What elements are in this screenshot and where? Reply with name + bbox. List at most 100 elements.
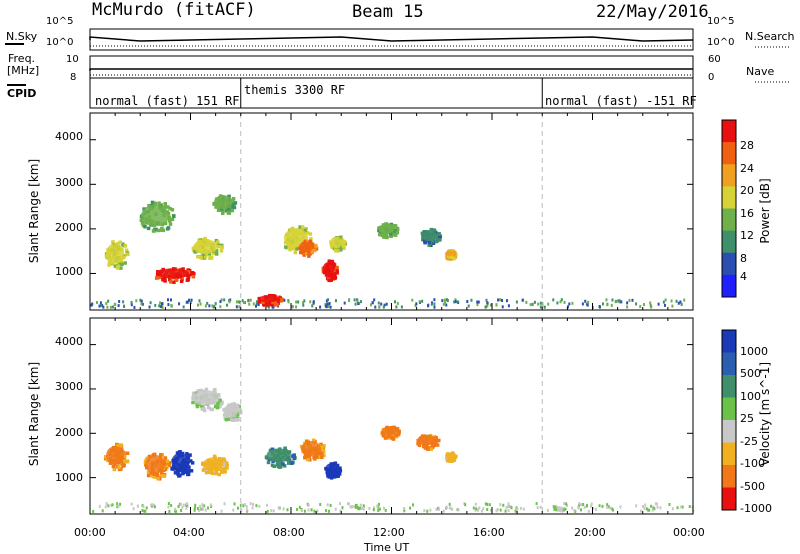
velocity-ground-scatter <box>251 506 254 510</box>
power-ground-scatter <box>228 300 231 304</box>
velocity-ground-scatter <box>107 504 110 508</box>
power-data-cell <box>304 252 309 256</box>
power-ytick-3000: 3000 <box>55 176 83 189</box>
velocity-ground-scatter <box>196 506 199 510</box>
velocity-ytick-2000: 2000 <box>55 426 83 439</box>
power-ground-scatter <box>484 305 487 309</box>
velocity-ground-scatter <box>507 509 510 513</box>
velocity-ground-scatter <box>200 507 203 511</box>
velocity-ground-scatter <box>587 509 590 513</box>
velocity-ground-scatter <box>130 502 133 506</box>
velocity-ground-scatter <box>403 507 406 511</box>
velocity-ground-scatter <box>490 508 493 512</box>
velocity-data-cell <box>119 467 123 471</box>
velocity-ground-scatter <box>185 506 188 510</box>
power-ground-scatter <box>547 302 550 306</box>
power-data-cell <box>342 245 346 249</box>
power-data-cell <box>123 244 128 248</box>
velocity-data-cell <box>162 468 166 473</box>
power-ground-scatter <box>382 305 385 309</box>
velocity-ground-scatter <box>595 507 598 511</box>
power-ground-scatter <box>255 304 258 308</box>
power-data-cell <box>283 245 288 249</box>
velocity-ground-scatter <box>255 504 258 508</box>
power-ground-scatter <box>639 305 642 309</box>
power-ground-scatter <box>383 303 386 307</box>
power-ground-scatter <box>211 304 214 308</box>
velocity-ground-scatter <box>210 504 213 508</box>
velocity-ground-scatter <box>296 508 299 512</box>
velocity-data-cell <box>201 461 205 465</box>
freq-tick-bottom: 8 <box>70 72 77 83</box>
power-data-cell <box>438 235 442 240</box>
velocity-ground-scatter <box>313 509 316 513</box>
velocity-ground-scatter <box>377 502 380 506</box>
velocity-ground-scatter <box>409 506 412 510</box>
power-ground-scatter <box>235 305 238 309</box>
power-data-cell <box>201 256 205 260</box>
velocity-ground-scatter <box>482 507 485 511</box>
velocity-data-cell <box>119 462 123 466</box>
xtick-0000: 00:00 <box>74 526 106 539</box>
velocity-ground-scatter <box>536 506 539 510</box>
power-ground-scatter <box>106 305 109 309</box>
velocity-ground-scatter <box>583 505 586 509</box>
power-ground-scatter <box>587 300 590 304</box>
power-data-cell <box>288 245 293 249</box>
velocity-data-cell <box>224 461 229 465</box>
velocity-data-cell <box>117 465 121 470</box>
power-ground-scatter <box>533 300 536 304</box>
velocity-data-cell <box>224 417 229 422</box>
velocity-ground-scatter <box>377 508 380 512</box>
power-ground-scatter <box>371 301 374 305</box>
power-ground-scatter <box>302 303 305 307</box>
power-ground-scatter <box>229 298 232 302</box>
velocity-data-cell <box>270 447 275 452</box>
power-ground-scatter <box>396 301 399 305</box>
velocity-ground-scatter <box>233 502 236 506</box>
power-ground-scatter <box>107 299 110 303</box>
velocity-ground-scatter <box>334 507 337 511</box>
power-data-cell <box>393 233 398 237</box>
power-data-cell <box>391 232 396 237</box>
power-data-cell <box>169 280 173 284</box>
power-data-cell <box>330 259 335 264</box>
velocity-ground-scatter <box>651 508 654 512</box>
velocity-data-cell <box>152 475 156 479</box>
power-data-cell <box>232 205 237 210</box>
velocity-panel-bg <box>90 318 693 514</box>
power-ground-scatter <box>421 299 424 303</box>
velocity-data-cell <box>392 425 397 430</box>
velocity-ground-scatter <box>659 506 662 510</box>
velocity-ground-scatter <box>480 509 483 513</box>
velocity-ground-scatter <box>546 508 549 512</box>
power-ground-scatter <box>374 305 377 309</box>
power-data-cell <box>170 208 175 212</box>
power-ground-scatter <box>507 304 510 308</box>
velocity-ground-scatter <box>240 508 243 512</box>
velocity-ground-scatter <box>412 503 415 507</box>
power-data-cell <box>307 254 311 258</box>
power-ground-scatter <box>167 303 170 307</box>
power-ground-scatter <box>485 298 488 302</box>
power-ground-scatter <box>662 300 665 304</box>
power-data-cell <box>452 256 456 261</box>
power-data-cell <box>309 237 313 241</box>
power-ground-scatter <box>309 300 312 304</box>
velocity-data-cell <box>185 452 189 456</box>
power-ground-scatter <box>529 303 532 307</box>
power-ground-scatter <box>295 305 298 309</box>
velocity-data-cell <box>437 438 441 443</box>
power-ground-scatter <box>664 298 667 302</box>
power-ground-scatter <box>466 300 469 304</box>
power-ground-scatter <box>111 305 114 309</box>
velocity-ground-scatter <box>239 503 242 507</box>
velocity-cbar-tick: -500 <box>740 480 765 493</box>
power-data-cell <box>216 208 221 212</box>
velocity-data-cell <box>210 471 215 476</box>
power-data-cell <box>161 277 165 282</box>
power-cbar-tick: 12 <box>740 229 754 242</box>
power-data-cell <box>115 266 120 270</box>
power-ytick-1000: 1000 <box>55 265 83 278</box>
velocity-ground-scatter <box>258 504 261 508</box>
